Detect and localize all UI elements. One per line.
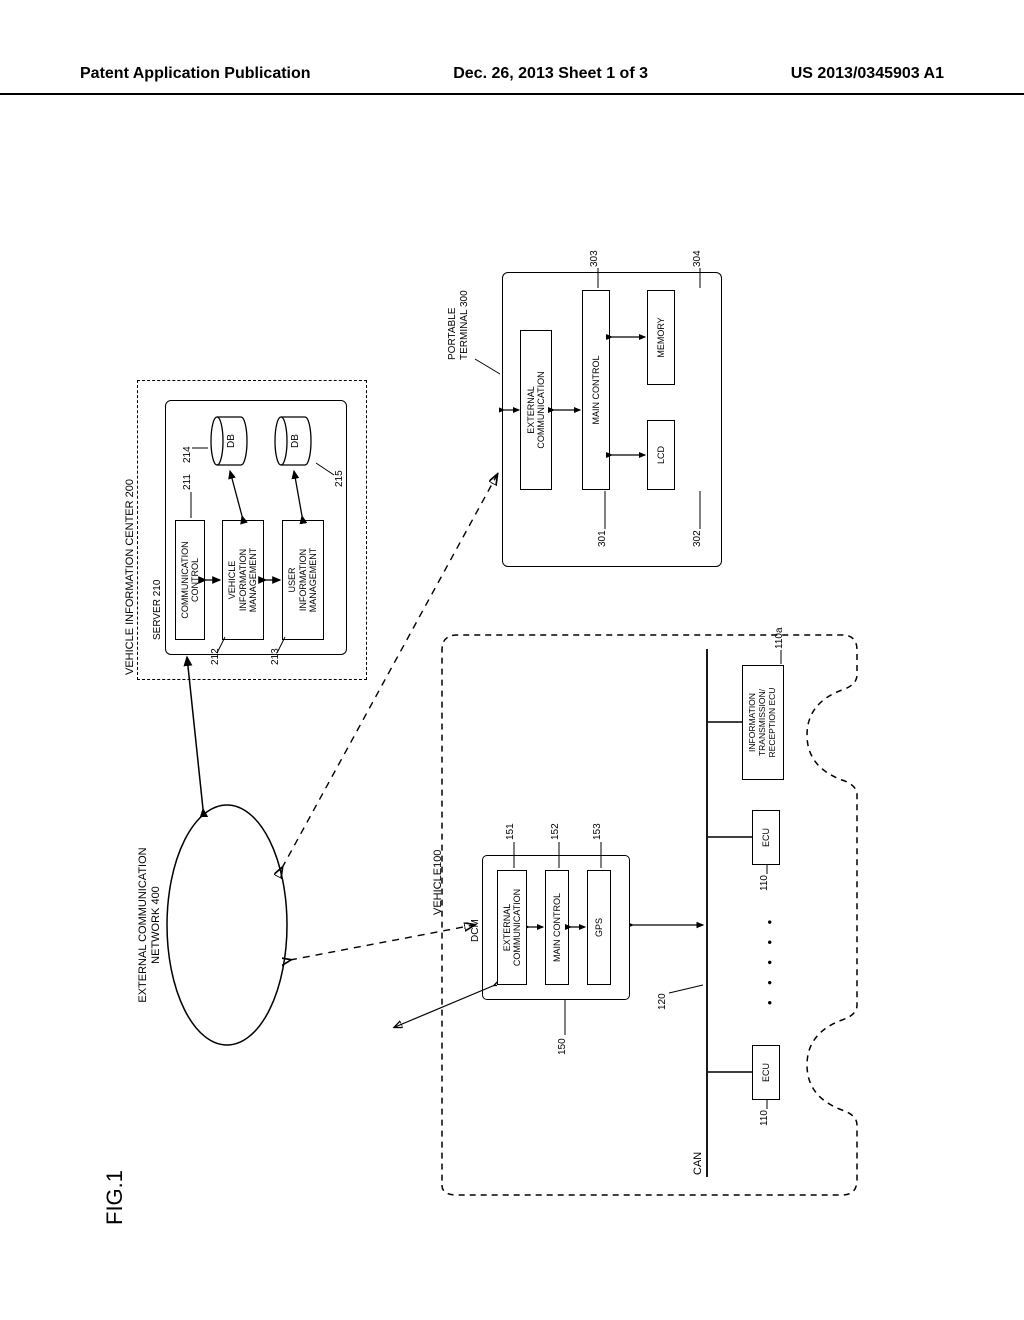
ref-line-110c <box>778 648 784 664</box>
ref-line-153 <box>598 840 604 868</box>
ref-line-301 <box>602 489 608 529</box>
ref-line-110a <box>764 1097 770 1109</box>
ref-line-120 <box>669 983 705 997</box>
server-label: SERVER 210 <box>152 580 164 640</box>
network-label: EXTERNAL COMMUNICATION NETWORK 400 <box>137 825 163 1025</box>
ecu1-ref: 110 <box>759 1110 771 1126</box>
terminal-title: PORTABLE TERMINAL 300 <box>447 290 471 360</box>
diagram-area: FIG.1 EXTERNAL COMMUNICATION NETWORK 400… <box>0 95 1024 1275</box>
ref-line-110b <box>764 862 770 874</box>
dcm-ref: 150 <box>557 1038 569 1055</box>
link-cloud-terminal <box>272 460 512 880</box>
header-center: Dec. 26, 2013 Sheet 1 of 3 <box>453 65 648 83</box>
ecu1-stub <box>708 1067 752 1077</box>
page-header: Patent Application Publication Dec. 26, … <box>0 0 1024 95</box>
ecu-dots: • • • • • <box>762 914 778 1005</box>
vehicle-gps-ref: 153 <box>592 823 604 840</box>
vehicle-mainctrl-ref: 152 <box>550 823 562 840</box>
dcm-internal-arrows <box>526 917 588 937</box>
vehicle-gps-box: GPS <box>587 870 611 985</box>
figure-label: FIG.1 <box>102 1170 128 1225</box>
terminal-internal-arrows <box>499 275 699 495</box>
can-ref: 120 <box>657 993 669 1010</box>
ref-line-152 <box>556 840 562 868</box>
terminal-ref-line <box>472 357 502 377</box>
ref-line-302 <box>697 489 703 529</box>
vehicle-extcomm-box: EXTERNAL COMMUNICATION <box>497 870 527 985</box>
link-cloud-center <box>177 647 217 817</box>
ecu1-box: ECU <box>752 1045 780 1100</box>
ecu2-box: ECU <box>752 810 780 865</box>
diagram-rotated: FIG.1 EXTERNAL COMMUNICATION NETWORK 400… <box>102 135 922 1235</box>
terminal-memory-ref: 304 <box>692 250 704 267</box>
info-ecu-stub <box>708 717 742 727</box>
info-ecu-ref: 110a <box>774 627 786 649</box>
header-right: US 2013/0345903 A1 <box>791 65 944 83</box>
dcm-antenna <box>387 975 497 1035</box>
ecu2-ref: 110 <box>759 875 771 891</box>
center-title: VEHICLE INFORMATION CENTER 200 <box>124 479 137 675</box>
ref-line-150 <box>562 997 568 1035</box>
ecu2-stub <box>708 832 752 842</box>
terminal-extcomm-ref: 301 <box>597 530 609 547</box>
info-ecu-box: INFORMATION TRANSMISSION/ RECEPTION ECU <box>742 665 784 780</box>
terminal-mainctrl-ref: 303 <box>589 250 601 267</box>
header-left: Patent Application Publication <box>80 65 311 83</box>
terminal-lcd-ref: 302 <box>692 530 704 547</box>
dcm-to-can <box>630 915 706 935</box>
